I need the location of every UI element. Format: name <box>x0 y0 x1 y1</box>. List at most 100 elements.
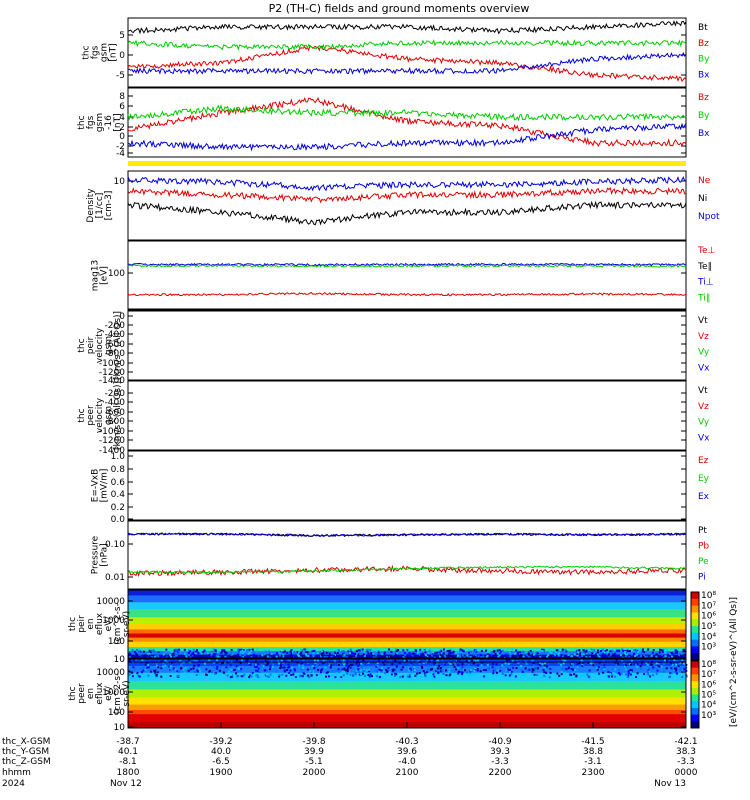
spectrogram-pixel <box>221 650 224 653</box>
spectrogram-pixel <box>431 668 433 671</box>
spectrogram-pixel <box>443 648 445 651</box>
legend-Bt: Bt <box>698 23 708 33</box>
spectrogram-pixel <box>403 659 406 662</box>
spectrogram-pixel <box>377 668 380 671</box>
spectrogram-pixel <box>385 650 388 652</box>
spectrogram-pixel <box>524 654 527 657</box>
spectrogram-pixel <box>418 662 421 665</box>
spectrogram-pixel <box>266 675 269 678</box>
spectrogram-pixel <box>441 655 444 658</box>
spectrogram-pixel <box>556 672 559 675</box>
spectrogram-pixel <box>156 654 159 657</box>
y-axis-label: thc <box>77 338 87 352</box>
spectrogram-pixel <box>235 659 238 662</box>
spectrogram-pixel <box>133 650 136 653</box>
y-tick-label: -800 <box>105 417 126 427</box>
spectrogram-pixel <box>368 668 371 671</box>
spectrogram-pixel <box>430 659 433 662</box>
spectrogram-pixel <box>660 665 663 668</box>
spectrogram-pixel <box>395 650 398 653</box>
spectrogram-pixel <box>302 659 305 662</box>
spectrogram-pixel <box>185 653 188 656</box>
spectrogram-pixel <box>408 652 411 655</box>
spectrogram-pixel <box>542 654 545 657</box>
spectrogram-pixel <box>539 656 542 659</box>
spectrogram-pixel <box>351 652 354 655</box>
spectrogram-pixel <box>517 651 520 654</box>
spectrogram-pixel <box>386 656 388 659</box>
spectrogram-pixel <box>156 671 159 674</box>
y-axis-label: thc <box>68 686 78 700</box>
spectrogram-pixel <box>242 652 245 655</box>
spectrogram-pixel <box>423 672 426 675</box>
spectrogram-pixel <box>368 675 371 678</box>
spectrogram-pixel <box>533 673 536 676</box>
spectrogram-pixel <box>352 653 355 656</box>
x-row-label: thc_Z-GSM <box>2 757 51 767</box>
spectrogram-pixel <box>259 654 262 657</box>
x-value: 39.9 <box>304 747 324 757</box>
spectrogram-pixel <box>501 649 504 652</box>
spectrogram-pixel <box>459 651 462 654</box>
spectrogram-pixel <box>572 655 575 658</box>
y-axis-label: fgs <box>86 115 96 129</box>
spectrogram-pixel <box>400 668 403 671</box>
spectrogram-pixel <box>611 655 614 657</box>
spectrogram-pixel <box>152 655 155 658</box>
spectrogram-pixel <box>241 649 244 652</box>
spectrogram-pixel <box>437 671 440 674</box>
y-tick-label: -1000 <box>99 427 125 437</box>
spectrogram-pixel <box>507 668 510 671</box>
spectrogram-pixel <box>349 666 352 669</box>
spectrogram-pixel <box>137 650 140 653</box>
spectrogram-pixel <box>369 654 371 657</box>
spectrogram-pixel <box>683 662 685 665</box>
spectrogram-pixel <box>475 666 478 668</box>
spectrogram-pixel <box>212 653 215 655</box>
spectrogram-pixel <box>272 673 275 676</box>
spectrogram-pixel <box>635 650 638 653</box>
spectrogram-pixel <box>621 660 624 663</box>
spectrogram-pixel <box>305 653 308 655</box>
spectrogram-pixel <box>288 666 291 669</box>
spectrogram-pixel <box>228 670 231 673</box>
spectrogram-pixel <box>442 673 445 675</box>
spectrogram-pixel <box>671 655 673 658</box>
spectrogram-pixel <box>474 672 477 675</box>
x-value: -38.7 <box>116 737 139 747</box>
spectrogram-pixel <box>155 674 158 677</box>
spectrogram-pixel <box>388 648 390 651</box>
spectrogram-pixel <box>258 671 261 673</box>
panel-temp: 100 mag13 [eV] Te⊥ Te∥ Ti⊥ Ti∥ <box>91 240 716 311</box>
series-line-Ti∥ <box>127 264 687 268</box>
spectrogram-pixel <box>603 654 606 656</box>
spectrogram-pixel <box>468 660 471 663</box>
spectrogram-pixel <box>652 666 655 669</box>
y-axis-label: Density <box>86 188 96 223</box>
spectrogram-pixel <box>590 654 593 657</box>
spectrogram-pixel <box>681 659 684 662</box>
spectrogram-pixel <box>279 651 281 654</box>
spectrogram-pixel <box>588 655 591 658</box>
spectrogram-pixel <box>600 652 603 655</box>
y-tick-label: 1000 <box>102 616 125 626</box>
spectrogram-pixel <box>268 650 270 653</box>
spectrogram-pixel <box>439 655 441 658</box>
spectrogram-pixel <box>601 648 604 651</box>
spectrogram-pixel <box>282 656 285 659</box>
spectrogram-band <box>128 633 686 639</box>
spectrogram-pixel <box>571 669 574 672</box>
spectrogram-pixel <box>147 666 150 669</box>
spectrogram-pixel <box>375 653 378 656</box>
spectrogram-pixel <box>507 662 510 665</box>
spectrogram-pixel <box>426 654 429 656</box>
spectrogram-pixel <box>612 672 615 674</box>
series-line-By <box>127 104 687 122</box>
spectrogram-pixel <box>394 659 397 662</box>
x-value: -3.3 <box>677 757 695 767</box>
spectrogram-pixel <box>424 675 427 678</box>
x-row-label: thc_X-GSM <box>2 737 50 747</box>
spectrogram-pixel <box>291 666 293 669</box>
spectrogram-pixel <box>588 669 591 672</box>
spectrogram-pixel <box>401 648 403 651</box>
